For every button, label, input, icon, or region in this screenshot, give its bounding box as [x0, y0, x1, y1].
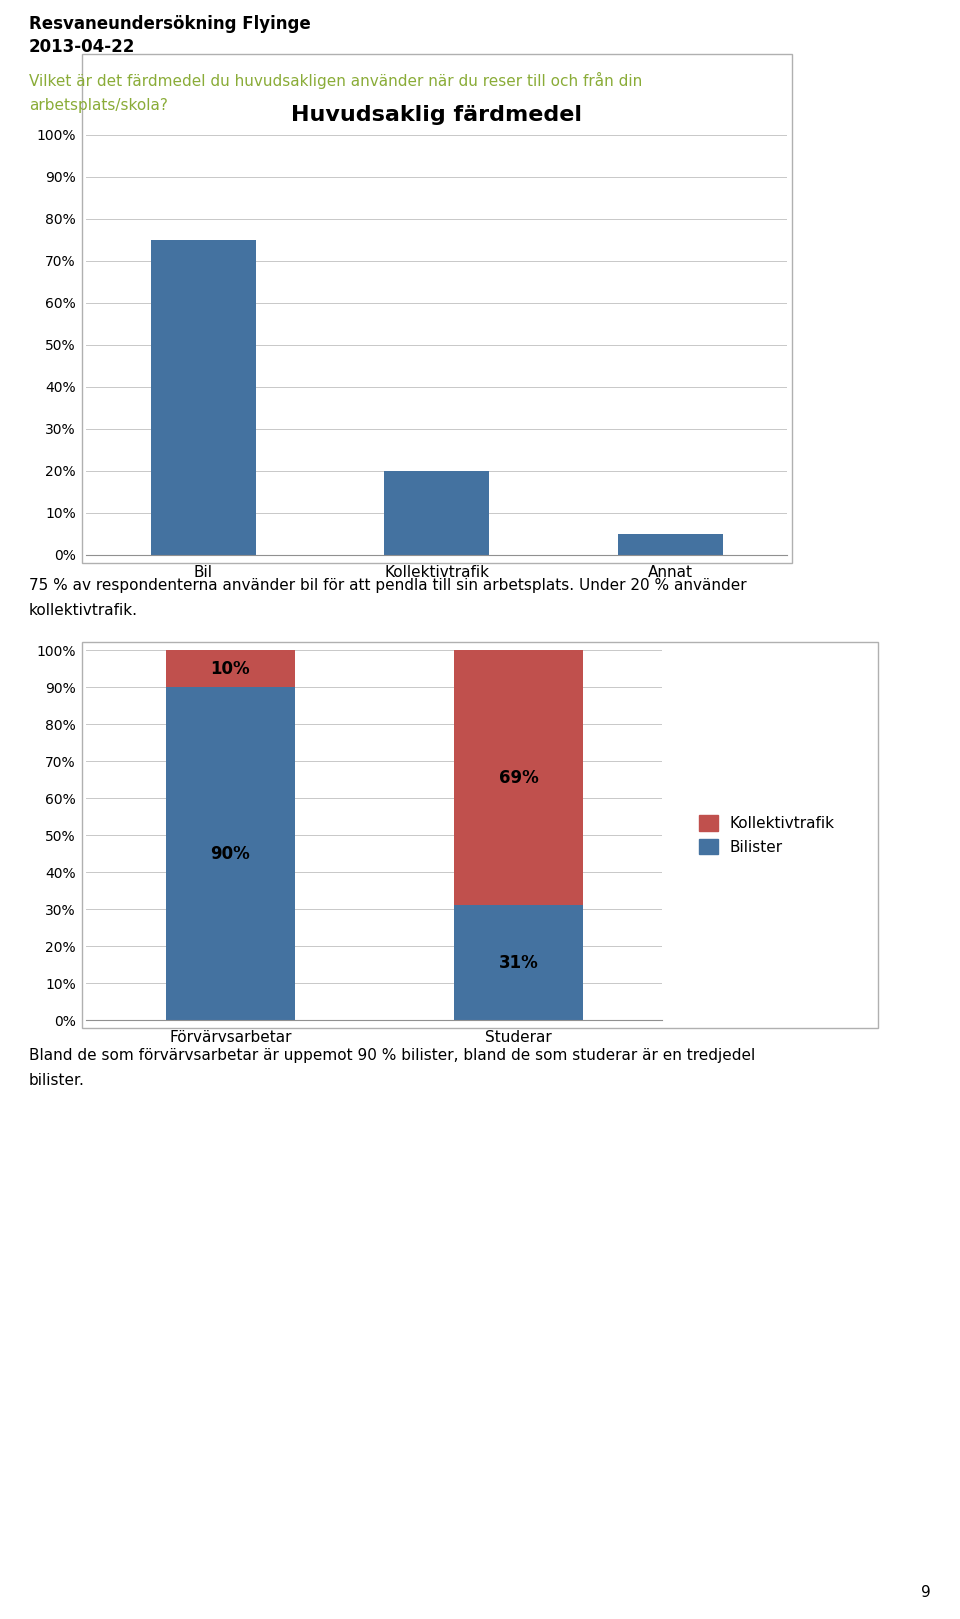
- Text: 2013-04-22: 2013-04-22: [29, 37, 135, 57]
- Text: 75 % av respondenterna använder bil för att pendla till sin arbetsplats. Under 2: 75 % av respondenterna använder bil för …: [29, 578, 747, 593]
- Text: arbetsplats/skola?: arbetsplats/skola?: [29, 99, 168, 113]
- Bar: [165, 649, 295, 686]
- Title: Huvudsaklig färdmedel: Huvudsaklig färdmedel: [291, 105, 583, 125]
- Text: 90%: 90%: [210, 845, 251, 863]
- Legend: Kollektivtrafik, Bilister: Kollektivtrafik, Bilister: [693, 810, 841, 861]
- Bar: [454, 649, 584, 905]
- Bar: [454, 905, 584, 1020]
- Bar: [384, 471, 490, 555]
- Text: kollektivtrafik.: kollektivtrafik.: [29, 602, 138, 618]
- Bar: [151, 240, 255, 555]
- Text: Vilket är det färdmedel du huvudsakligen använder när du reser till och från din: Vilket är det färdmedel du huvudsakligen…: [29, 71, 642, 89]
- Text: 10%: 10%: [210, 659, 251, 677]
- Text: 69%: 69%: [498, 769, 539, 787]
- Text: 31%: 31%: [498, 954, 539, 971]
- Bar: [618, 534, 723, 555]
- Text: 9: 9: [922, 1585, 931, 1600]
- Bar: [165, 686, 295, 1020]
- Text: Bland de som förvärvsarbetar är uppemot 90 % bilister, bland de som studerar är : Bland de som förvärvsarbetar är uppemot …: [29, 1047, 756, 1064]
- Text: bilister.: bilister.: [29, 1073, 84, 1088]
- Text: Resvaneundersökning Flyinge: Resvaneundersökning Flyinge: [29, 15, 310, 32]
